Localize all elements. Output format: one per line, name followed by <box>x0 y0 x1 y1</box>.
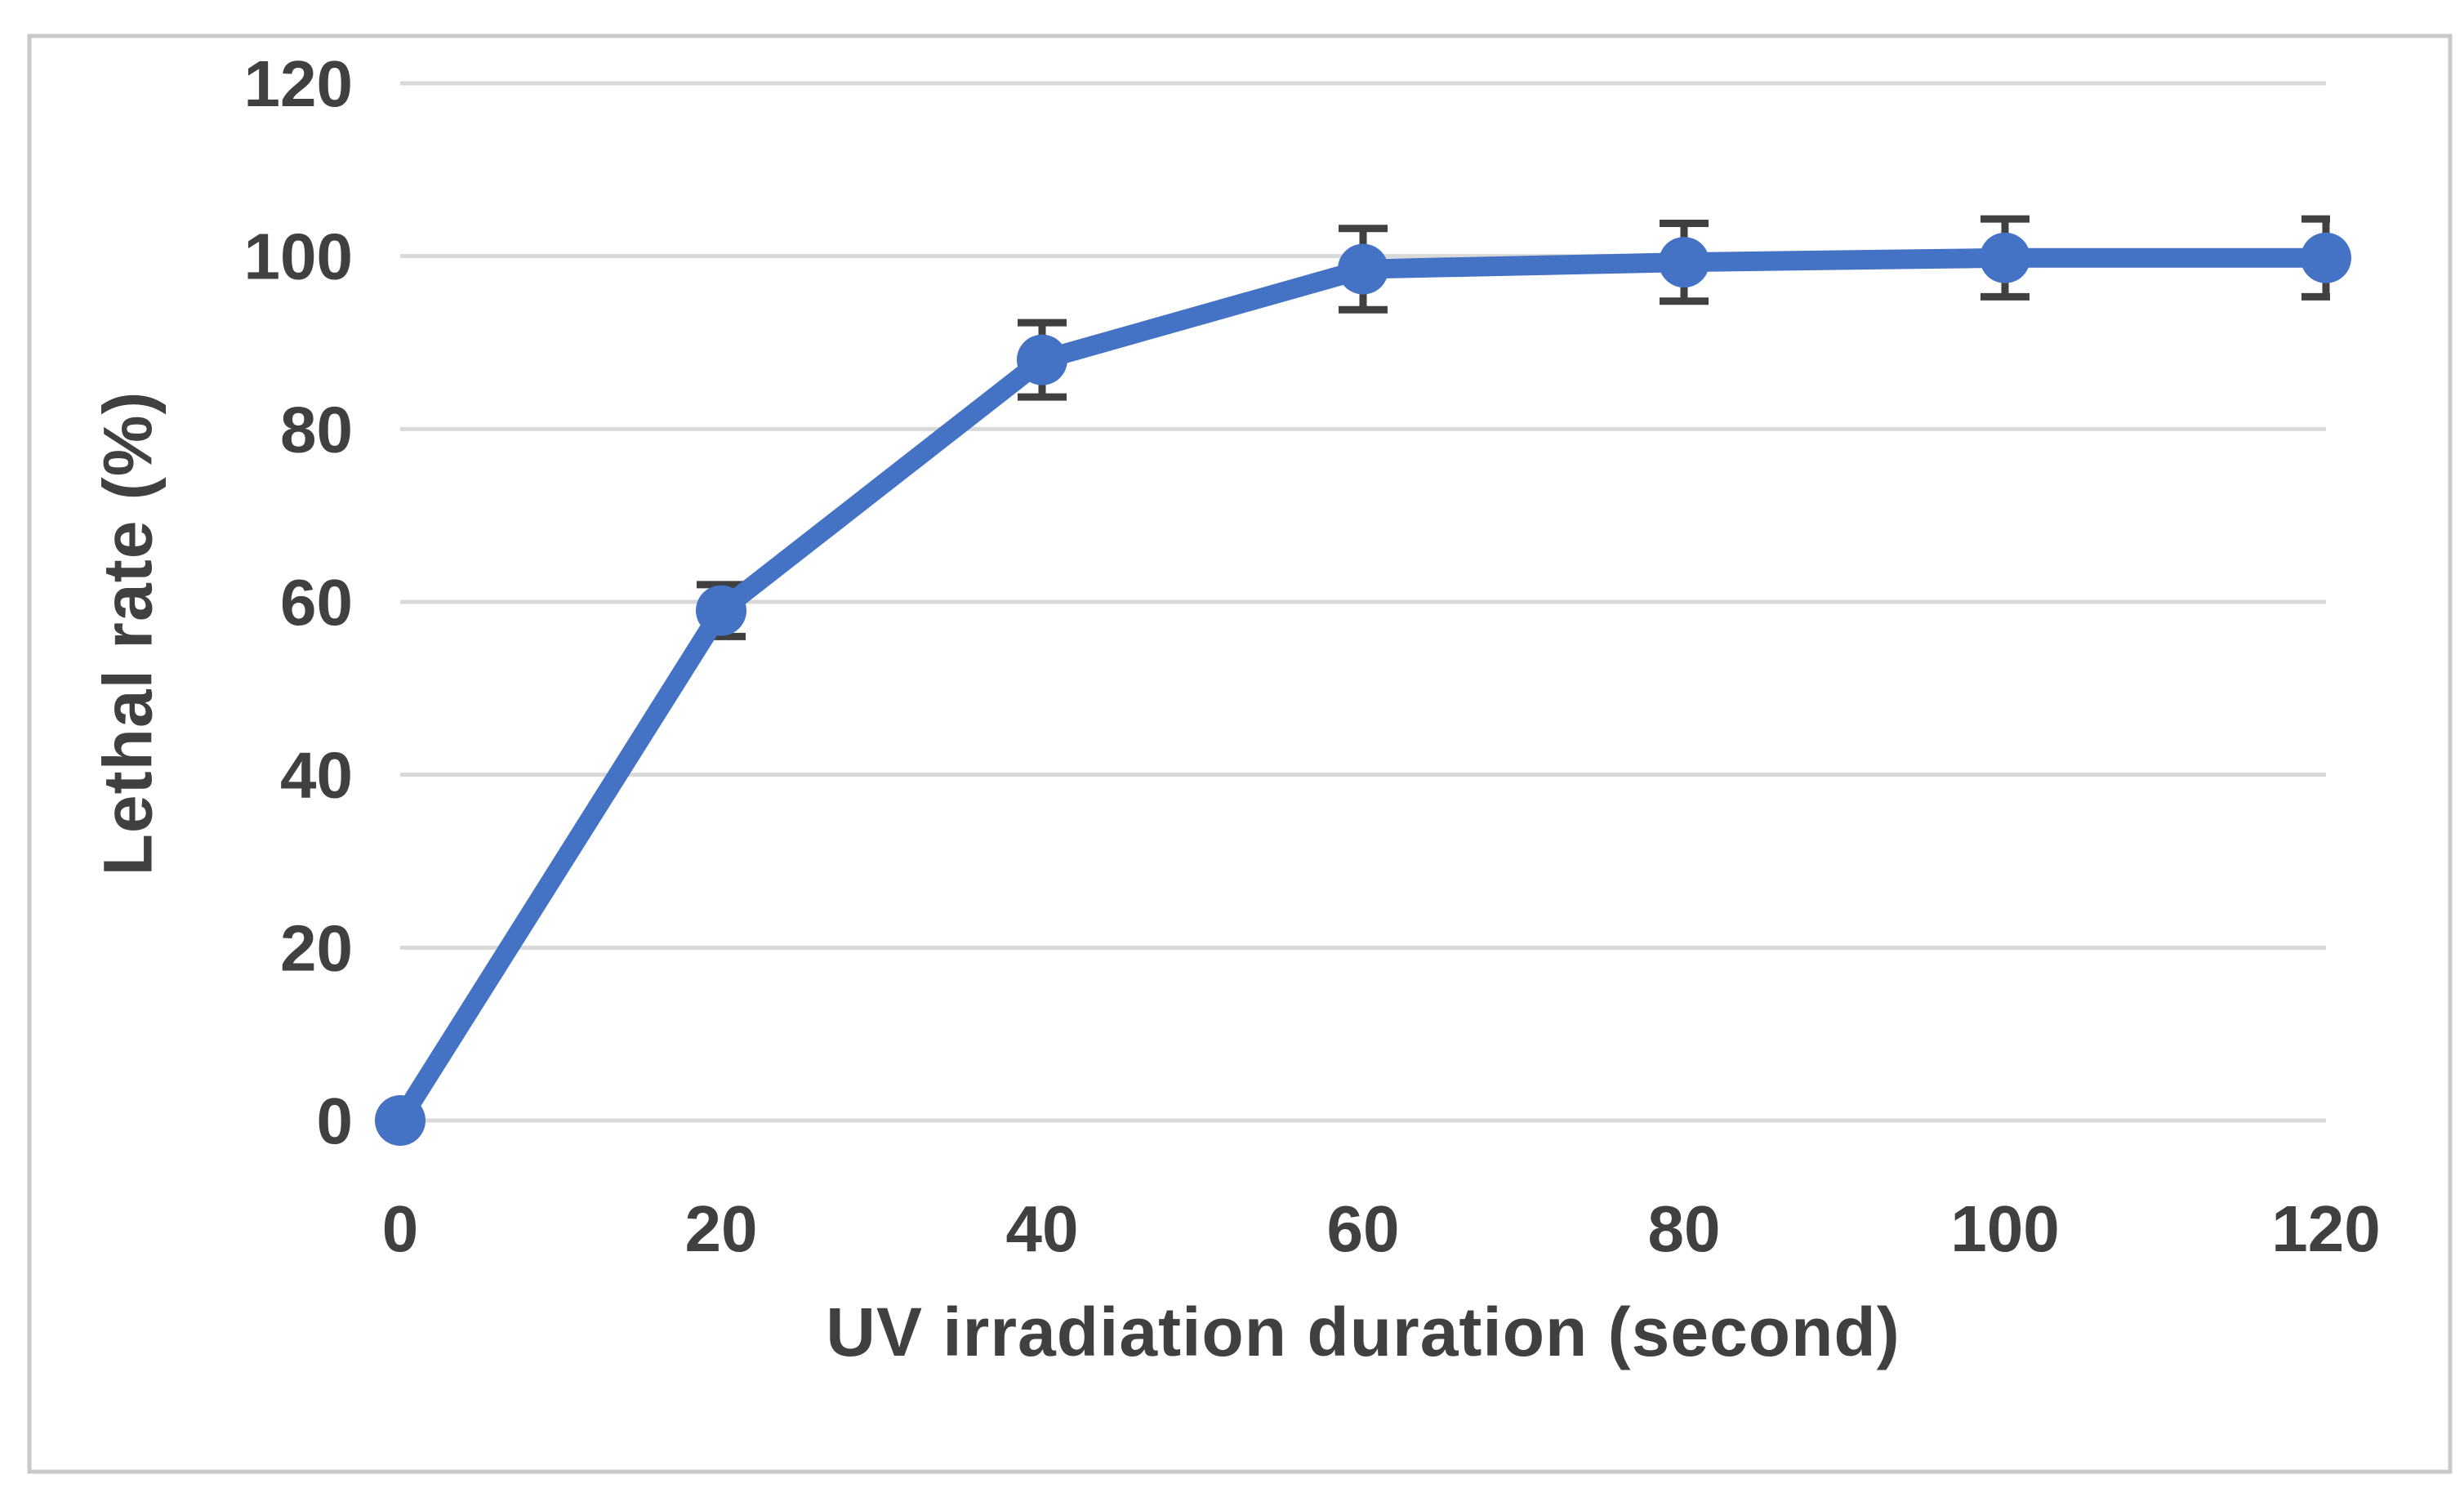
data-point-markers <box>375 232 2351 1146</box>
x-tick-label: 80 <box>1648 1192 1721 1265</box>
x-axis-title: UV irradiation duration (second) <box>826 1294 1900 1370</box>
data-point-marker <box>1980 232 2030 283</box>
y-tick-label: 60 <box>280 566 353 639</box>
y-tick-label: 120 <box>244 47 353 120</box>
x-tick-label: 100 <box>1950 1192 2059 1265</box>
chart-border <box>27 33 2453 1474</box>
y-tick-label: 80 <box>280 393 353 466</box>
y-tick-label: 40 <box>280 739 353 812</box>
data-point-marker <box>1017 334 1067 385</box>
data-point-marker <box>1338 243 1388 295</box>
y-axis-tick-labels: 0 20 40 60 80 100 120 <box>244 47 353 1157</box>
x-tick-label: 40 <box>1006 1192 1079 1265</box>
data-point-marker <box>696 585 746 636</box>
data-point-marker <box>2301 232 2351 283</box>
y-tick-label: 20 <box>280 911 353 984</box>
data-point-marker <box>375 1095 426 1146</box>
y-axis-title-text: Lethal rate (%) <box>89 390 167 875</box>
x-axis-tick-labels: 0 20 40 60 80 100 120 <box>382 1192 2381 1265</box>
x-tick-label: 0 <box>382 1192 419 1265</box>
y-axis-title: Lethal rate (%) <box>75 343 181 923</box>
y-tick-label: 100 <box>244 221 353 293</box>
x-tick-label: 60 <box>1327 1192 1400 1265</box>
x-tick-label: 120 <box>2271 1192 2380 1265</box>
data-point-marker <box>1659 237 1709 288</box>
y-tick-label: 0 <box>317 1085 354 1157</box>
x-tick-label: 20 <box>685 1192 758 1265</box>
